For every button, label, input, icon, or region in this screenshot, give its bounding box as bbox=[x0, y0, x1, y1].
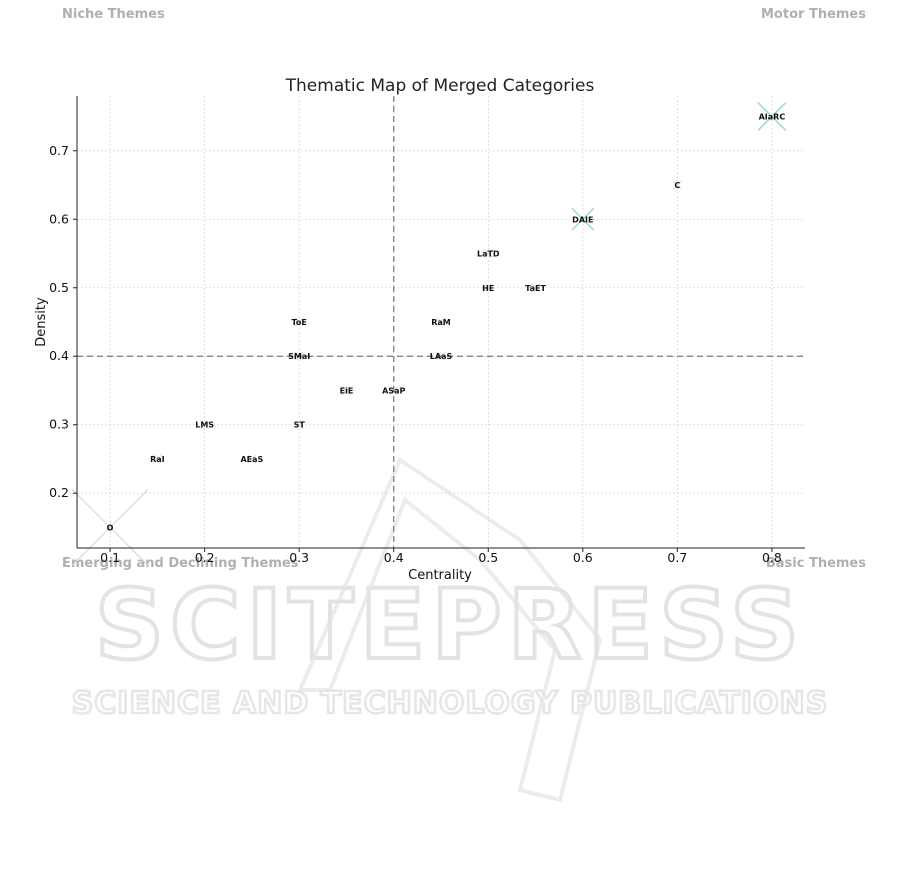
point-marker bbox=[672, 180, 682, 190]
watermark-main-text: SCITEPRESS bbox=[95, 569, 805, 681]
quadrant-label-emerging: Emerging and Declining Themes bbox=[62, 556, 299, 571]
point-label: ToE bbox=[292, 318, 307, 327]
y-tick-label: 0.2 bbox=[49, 485, 69, 500]
y-tick-label: 0.4 bbox=[49, 348, 69, 363]
point-label: AEaS bbox=[240, 455, 263, 464]
point-labels: O RaI LMS AEaS ST SMaI ToE EiE ASaP LAaS RaM HE LaTD… bbox=[107, 113, 786, 533]
point-marker bbox=[483, 248, 493, 259]
y-tick-label: 0.6 bbox=[49, 211, 69, 226]
point-label: TaET bbox=[525, 284, 546, 293]
point-marker bbox=[531, 283, 541, 293]
x-tick-label: 0.7 bbox=[667, 550, 687, 565]
y-tick-label: 0.7 bbox=[49, 143, 69, 158]
point-label: RaI bbox=[150, 455, 165, 464]
point-label: O bbox=[107, 523, 114, 532]
point-marker bbox=[152, 454, 162, 464]
point-marker bbox=[571, 207, 595, 231]
point-marker bbox=[483, 283, 493, 293]
point-label: ST bbox=[294, 421, 306, 430]
point-marker bbox=[294, 317, 304, 327]
point-label: AIaRC bbox=[759, 113, 786, 122]
point-label: SMaI bbox=[288, 352, 310, 361]
point-marker bbox=[757, 102, 787, 132]
axes bbox=[73, 96, 805, 552]
point-label: LAaS bbox=[430, 352, 453, 361]
x-axis-label: Centrality bbox=[408, 568, 472, 583]
x-tick-label: 0.3 bbox=[289, 550, 309, 565]
point-marker bbox=[200, 420, 210, 430]
point-markers bbox=[71, 102, 787, 566]
point-marker bbox=[294, 420, 304, 430]
y-tick-label: 0.3 bbox=[49, 417, 69, 432]
quadrant-label-motor: Motor Themes bbox=[761, 7, 866, 22]
point-marker bbox=[341, 385, 351, 396]
point-marker bbox=[436, 317, 446, 327]
reference-lines bbox=[77, 96, 805, 548]
x-tick-label: 0.4 bbox=[384, 550, 404, 565]
quadrant-label-niche: Niche Themes bbox=[62, 7, 165, 22]
watermark-sub-text: SCIENCE AND TECHNOLOGY PUBLICATIONS bbox=[72, 686, 829, 721]
point-label: RaM bbox=[431, 318, 451, 327]
tick-labels: 0.1 0.2 0.3 0.4 0.5 0.6 0.7 0.8 0.2 0.3 0.4 0.5 0.6 0… bbox=[49, 143, 782, 565]
point-label: C bbox=[674, 181, 680, 190]
point-label: HE bbox=[482, 284, 494, 293]
x-tick-label: 0.5 bbox=[478, 550, 498, 565]
x-tick-label: 0.2 bbox=[195, 550, 215, 565]
x-tick-label: 0.1 bbox=[100, 550, 120, 565]
x-tick-label: 0.6 bbox=[573, 550, 593, 565]
y-axis-label: Density bbox=[34, 297, 49, 347]
point-marker bbox=[247, 454, 257, 464]
point-label: ASaP bbox=[382, 386, 405, 395]
watermark-swoosh bbox=[296, 457, 603, 803]
point-label: EiE bbox=[340, 386, 354, 395]
watermark: SCITEPRESS SCIENCE AND TECHNOLOGY PUBLIC… bbox=[70, 457, 829, 803]
point-marker bbox=[71, 489, 149, 566]
point-label: LaTD bbox=[477, 250, 500, 259]
quadrant-label-basic: Basic Themes bbox=[766, 556, 866, 571]
y-tick-label: 0.5 bbox=[49, 280, 69, 295]
point-label: DAIE bbox=[572, 215, 593, 224]
chart-title: Thematic Map of Merged Categories bbox=[285, 76, 595, 96]
point-label: LMS bbox=[195, 421, 214, 430]
x-tick-label: 0.8 bbox=[762, 550, 782, 565]
